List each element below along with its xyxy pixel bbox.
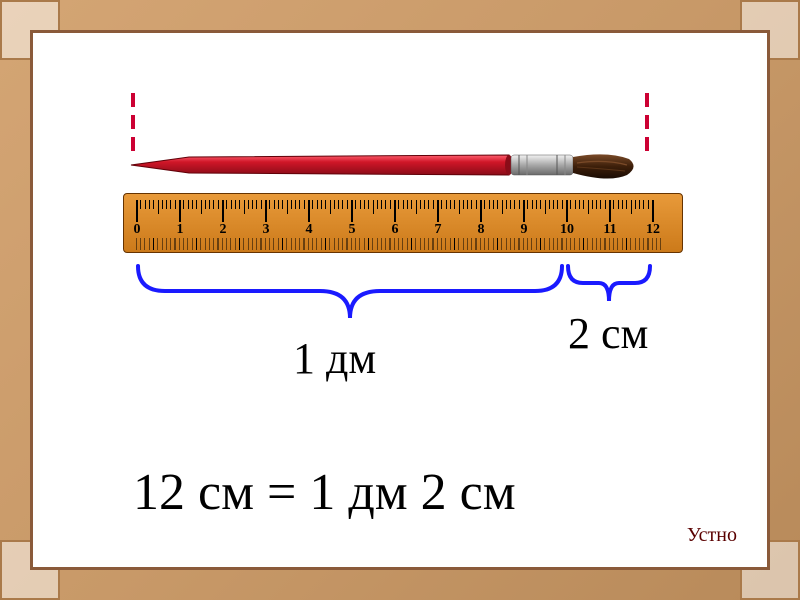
ruler: 0123456789101112 xyxy=(123,193,683,253)
ruler-tick-label: 10 xyxy=(558,222,576,238)
ruler-tick-label: 1 xyxy=(171,222,189,238)
ruler-tick-label: 8 xyxy=(472,222,490,238)
bracket-2cm xyxy=(565,263,653,313)
equation-text: 12 см = 1 дм 2 см xyxy=(133,463,516,522)
ruler-tick-label: 12 xyxy=(644,222,662,238)
label-1dm: 1 дм xyxy=(293,333,376,384)
ruler-tick-label: 4 xyxy=(300,222,318,238)
right-boundary-marker xyxy=(645,93,649,159)
ruler-tick-label: 11 xyxy=(601,222,619,238)
footer-label: Устно xyxy=(687,524,737,547)
paintbrush-illustration xyxy=(129,145,639,185)
ruler-mm-scale xyxy=(136,238,662,250)
ruler-tick-label: 3 xyxy=(257,222,275,238)
ruler-tick-label: 9 xyxy=(515,222,533,238)
label-2cm: 2 см xyxy=(568,308,648,359)
ruler-tick-label: 0 xyxy=(128,222,146,238)
ruler-tick-label: 5 xyxy=(343,222,361,238)
ruler-tick-label: 7 xyxy=(429,222,447,238)
ruler-tick-label: 6 xyxy=(386,222,404,238)
bracket-1dm xyxy=(135,263,565,333)
ruler-tick-label: 2 xyxy=(214,222,232,238)
